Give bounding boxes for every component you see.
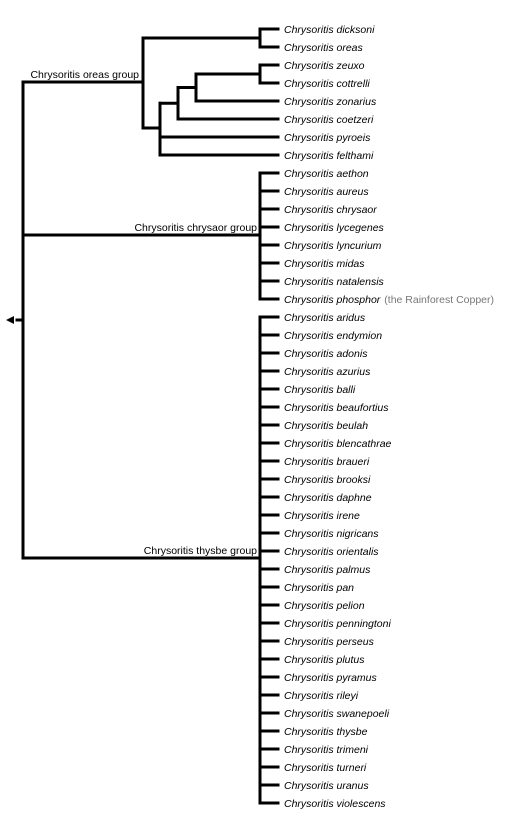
species-label: Chrysoritis braueri xyxy=(284,456,370,468)
species-label: Chrysoritis uranus xyxy=(284,780,369,792)
species-label: Chrysoritis chrysaor xyxy=(284,204,377,216)
species-label: Chrysoritis natalensis xyxy=(284,276,385,288)
species-label: Chrysoritis adonis xyxy=(284,348,368,360)
species-label: Chrysoritis beulah xyxy=(284,420,368,432)
species-label: Chrysoritis cottrelli xyxy=(284,78,370,90)
species-label: Chrysoritis rileyi xyxy=(284,690,359,702)
group-label: Chrysoritis oreas group xyxy=(30,69,139,81)
species-label: Chrysoritis aureus xyxy=(284,186,369,198)
species-label: Chrysoritis palmus xyxy=(284,564,371,576)
species-label: Chrysoritis aridus xyxy=(284,312,366,324)
species-label: Chrysoritis turneri xyxy=(284,762,367,774)
species-label: Chrysoritis violescens xyxy=(284,798,386,810)
species-label: Chrysoritis phosphor (the Rainforest Copp… xyxy=(284,294,494,306)
species-label: Chrysoritis brooksi xyxy=(284,474,371,486)
species-label: Chrysoritis pelion xyxy=(284,600,365,612)
species-label: Chrysoritis endymion xyxy=(284,330,382,342)
species-label: Chrysoritis perseus xyxy=(284,636,375,648)
species-label: Chrysoritis coetzeri xyxy=(284,114,374,126)
species-label: Chrysoritis lyncurium xyxy=(284,240,382,252)
species-label: Chrysoritis beaufortius xyxy=(284,402,389,414)
species-label: Chrysoritis azurius xyxy=(284,366,371,378)
species-label: Chrysoritis blencathrae xyxy=(284,438,392,450)
group-label: Chrysoritis thysbe group xyxy=(144,545,257,557)
species-label: Chrysoritis nigricans xyxy=(284,528,379,540)
species-label: Chrysoritis zonarius xyxy=(284,96,377,108)
species-label: Chrysoritis zeuxo xyxy=(284,60,365,72)
species-label: Chrysoritis daphne xyxy=(284,492,372,504)
species-label: Chrysoritis swanepoeli xyxy=(284,708,390,720)
species-label: Chrysoritis pyramus xyxy=(284,672,378,684)
species-label: Chrysoritis irene xyxy=(284,510,360,522)
root-arrow-icon xyxy=(6,316,14,324)
group-label: Chrysoritis chrysaor group xyxy=(134,222,257,234)
species-label: Chrysoritis dicksoni xyxy=(284,24,375,36)
species-label: Chrysoritis plutus xyxy=(284,654,365,666)
species-label: Chrysoritis thysbe xyxy=(284,726,368,738)
species-label: Chrysoritis oreas xyxy=(284,42,364,54)
species-label: Chrysoritis aethon xyxy=(284,168,369,180)
species-label: Chrysoritis penningtoni xyxy=(284,618,391,630)
species-label: Chrysoritis trimeni xyxy=(284,744,369,756)
species-label: Chrysoritis lycegenes xyxy=(284,222,385,234)
species-label: Chrysoritis orientalis xyxy=(284,546,379,558)
species-label: Chrysoritis pyroeis xyxy=(284,132,371,144)
species-label: Chrysoritis midas xyxy=(284,258,365,270)
species-label: Chrysoritis pan xyxy=(284,582,354,594)
common-name-label: (the Rainforest Copper) xyxy=(384,294,494,306)
species-label: Chrysoritis balli xyxy=(284,384,356,396)
species-label: Chrysoritis felthami xyxy=(284,150,374,162)
